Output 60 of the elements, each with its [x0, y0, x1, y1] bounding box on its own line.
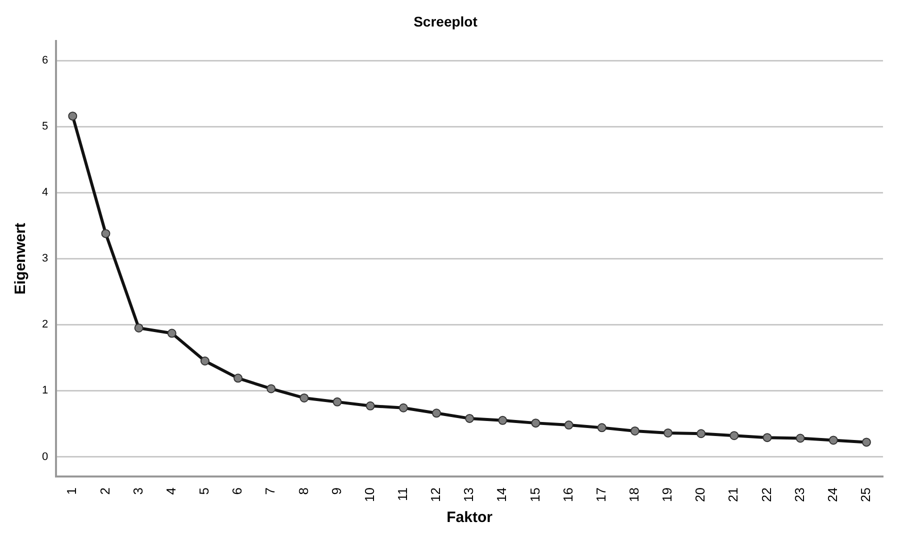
x-tick-label: 22 [758, 488, 774, 502]
x-tick-label: 2 [97, 488, 112, 495]
y-tick-label: 2 [42, 318, 48, 331]
x-tick-label: 18 [626, 488, 642, 502]
point [266, 384, 276, 394]
y-axis-title: Eigenwert [12, 222, 30, 295]
point [531, 418, 540, 428]
x-tick-label: 5 [196, 488, 212, 495]
point [68, 112, 78, 121]
point [564, 420, 574, 430]
point [597, 423, 606, 432]
x-tick-label: 15 [527, 488, 542, 502]
point [366, 401, 375, 410]
x-tick-label: 6 [230, 488, 245, 495]
x-tick-label: 19 [660, 488, 675, 502]
x-tick-label: 24 [824, 488, 840, 502]
point [300, 393, 309, 402]
point [167, 328, 176, 338]
x-tick-label: 16 [560, 488, 576, 502]
point [101, 229, 110, 238]
x-tick-label: 21 [726, 488, 741, 502]
x-tick-label: 11 [394, 488, 410, 502]
x-tick-label: 9 [328, 488, 344, 495]
x-tick-label: 12 [428, 488, 444, 502]
x-tick-label: 13 [461, 488, 476, 502]
point [432, 408, 441, 418]
y-tick-label: 1 [42, 384, 48, 397]
point [828, 436, 838, 445]
x-tick-label: 1 [64, 488, 80, 495]
point [332, 397, 342, 406]
x-tick-label: 20 [692, 488, 708, 502]
x-tick-label: 4 [163, 488, 178, 495]
point [796, 434, 805, 443]
y-tick-label: 3 [42, 252, 48, 265]
point [134, 323, 144, 332]
point [200, 356, 210, 366]
x-tick-label: 8 [296, 488, 311, 495]
y-tick-label: 4 [42, 186, 48, 199]
x-tick-label: 14 [494, 488, 510, 502]
y-tick-label: 0 [42, 450, 48, 463]
point [498, 416, 508, 425]
x-tick-label: 25 [858, 488, 874, 502]
point [630, 426, 640, 436]
y-tick-label: 5 [42, 120, 48, 133]
x-tick-label: 17 [593, 488, 608, 502]
x-tick-label: 10 [362, 488, 377, 502]
point [696, 429, 706, 438]
point [465, 414, 474, 423]
x-tick-label: 23 [792, 488, 807, 502]
x-axis-title: Faktor [446, 509, 493, 526]
x-tick-label: 3 [130, 488, 146, 495]
point [664, 428, 673, 438]
point [398, 403, 408, 412]
chart-title: Screeplot [414, 13, 478, 30]
point [234, 374, 243, 383]
point [762, 433, 772, 442]
point [862, 438, 871, 447]
x-tick-label: 7 [262, 488, 278, 495]
y-tick-label: 6 [42, 54, 48, 67]
point [730, 431, 739, 440]
